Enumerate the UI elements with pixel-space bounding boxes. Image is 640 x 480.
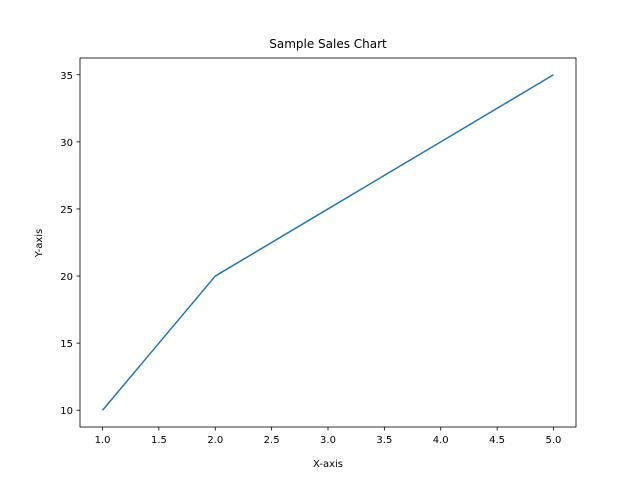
x-tick-label: 4.0 bbox=[433, 435, 449, 446]
y-tick-label: 25 bbox=[60, 205, 73, 216]
chart-title: Sample Sales Chart bbox=[269, 37, 387, 51]
x-tick-label: 2.0 bbox=[207, 435, 223, 446]
series-line-0 bbox=[101, 74, 554, 411]
x-tick-label: 3.0 bbox=[320, 435, 336, 446]
x-tick-label: 4.5 bbox=[489, 435, 505, 446]
y-tick-label: 30 bbox=[60, 138, 73, 149]
x-axis-label: X-axis bbox=[313, 459, 343, 470]
plot-area: 1.0 1.5 2.0 2.5 3.0 3.5 4.0 4.5 5.0 10 15 20 25 30 35 bbox=[60, 57, 577, 446]
x-tick-label: 5.0 bbox=[546, 435, 562, 446]
x-tick-label: 2.5 bbox=[264, 435, 280, 446]
y-tick-label: 15 bbox=[60, 339, 73, 350]
y-tick-label: 20 bbox=[60, 272, 73, 283]
x-tick-label: 3.5 bbox=[376, 435, 392, 446]
y-tick-label: 10 bbox=[60, 406, 73, 417]
y-axis-label: Y-axis bbox=[34, 229, 45, 259]
y-tick-label: 35 bbox=[60, 71, 73, 82]
x-tick-label: 1.0 bbox=[95, 435, 111, 446]
x-tick-label: 1.5 bbox=[151, 435, 167, 446]
